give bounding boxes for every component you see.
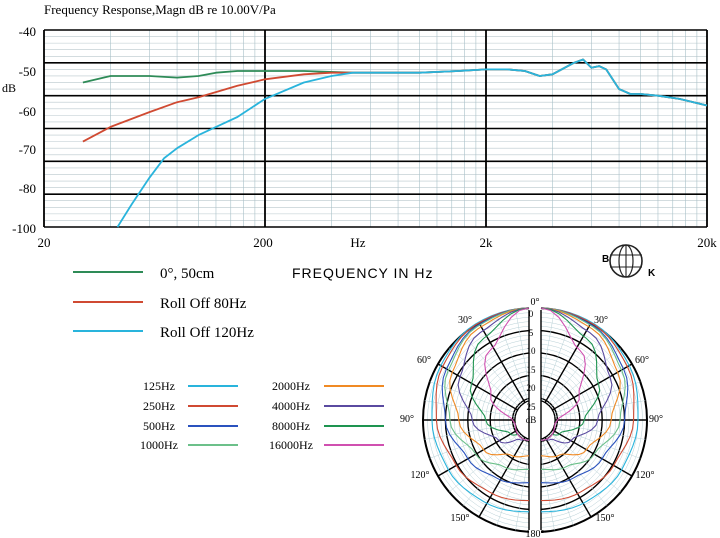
polar-pattern-line: [540, 307, 586, 441]
polar-angle-labels: 0° 30° 60° 90° 120° 150° 180° 30° 60° 90…: [400, 297, 663, 538]
y-tick-label: -80: [19, 181, 36, 196]
polar-legend-label: 500Hz: [143, 419, 175, 433]
x-axis-label: FREQUENCY IN Hz: [292, 265, 434, 281]
polar-unit-label: dB: [526, 415, 537, 425]
y-tick-label: -70: [19, 142, 36, 157]
series-line: [116, 58, 708, 228]
polar-radial-label: 15: [527, 365, 537, 375]
polar-spoke-minor: [429, 426, 517, 459]
polar-spoke-minor: [550, 347, 621, 408]
polar-legend-label: 16000Hz: [269, 438, 313, 452]
polar-spoke-minor: [429, 381, 517, 414]
polar-pattern-line: [435, 307, 530, 502]
polar-pattern-line: [540, 307, 635, 502]
polar-spoke-major: [437, 429, 518, 477]
polar-legend-label: 2000Hz: [272, 379, 310, 393]
polar-radial-label: 10: [527, 346, 537, 356]
polar-legend-label: 250Hz: [143, 399, 175, 413]
polar-radial-label: 25: [527, 402, 537, 412]
frequency-legend: 0°, 50cm Roll Off 80Hz Roll Off 120Hz: [73, 266, 254, 341]
polar-spoke-minor: [547, 334, 608, 405]
polar-legend-label: 1000Hz: [140, 438, 178, 452]
polar-angle-label: 120°: [636, 470, 655, 481]
y-tick-label: -40: [19, 24, 36, 39]
polar-radial-label: 20: [527, 383, 537, 393]
polar-spoke-major: [552, 363, 633, 411]
polar-spoke-major: [437, 363, 518, 411]
logo-letter-right: K: [648, 268, 656, 279]
polar-spoke-minor: [496, 314, 529, 402]
polar-pattern-line: [540, 307, 626, 471]
polar-legend-label: 8000Hz: [272, 419, 310, 433]
polar-angle-label: 60°: [635, 355, 649, 366]
polar-spoke-minor: [553, 381, 641, 414]
polar-spoke-minor: [462, 334, 523, 405]
polar-pattern-line: [457, 307, 530, 444]
polar-pattern-chart: 0 5 10 15 20 25 dB 0° 30° 60° 90° 120° 1…: [400, 297, 663, 538]
polar-pattern-line: [484, 307, 530, 441]
x-tick-label: 2k: [480, 235, 494, 250]
y-tick-label: -50: [19, 64, 36, 79]
x-tick-label: Hz: [350, 235, 365, 250]
legend-label: Roll Off 80Hz: [160, 296, 247, 312]
y-tick-labels: -40 -50 -60 -70 -80 -100: [12, 24, 36, 236]
x-tick-labels: 20 200 Hz 2k 20k: [38, 235, 718, 250]
polar-center-gap: [529, 306, 541, 534]
brand-logo: B K: [602, 244, 656, 279]
polar-legend: 125Hz 250Hz 500Hz 1000Hz 2000Hz 4000Hz 8…: [140, 379, 384, 452]
polar-spoke-minor: [449, 347, 520, 408]
polar-pattern-line: [444, 307, 530, 471]
polar-angle-label: 120°: [411, 470, 430, 481]
polar-angle-label: 60°: [417, 355, 431, 366]
polar-grid: [422, 306, 648, 534]
y-axis-label: dB: [2, 81, 16, 95]
legend-label: 0°, 50cm: [160, 266, 215, 282]
polar-pattern-line: [431, 307, 530, 513]
x-tick-label: 200: [253, 235, 273, 250]
polar-radial-labels: 0 5 10 15 20 25 dB: [526, 309, 537, 425]
polar-spoke-minor: [541, 314, 574, 402]
polar-radial-label: 0: [529, 309, 534, 319]
polar-angle-label: 0°: [531, 297, 540, 308]
polar-spoke-minor: [553, 426, 641, 459]
frequency-grid: [43, 29, 708, 228]
logo-letter-left: B: [602, 254, 609, 265]
polar-legend-label: 125Hz: [143, 379, 175, 393]
polar-angle-label: 150°: [451, 513, 470, 524]
polar-pattern-line: [441, 307, 530, 484]
polar-spoke-minor: [496, 438, 529, 526]
polar-spoke-minor: [424, 400, 516, 417]
polar-legend-label: 4000Hz: [272, 399, 310, 413]
x-tick-label: 20k: [697, 235, 717, 250]
polar-angle-label: 30°: [594, 315, 608, 326]
polar-angle-label: 90°: [649, 414, 663, 425]
polar-spoke-major: [552, 429, 633, 477]
polar-angle-label: 180°: [526, 529, 545, 538]
polar-pattern-line: [540, 307, 621, 458]
polar-curves: [431, 307, 639, 513]
polar-angle-label: 30°: [458, 315, 472, 326]
y-tick-label: -60: [19, 104, 36, 119]
chart-title: Frequency Response,Magn dB re 10.00V/Pa: [44, 2, 276, 17]
legend-label: Roll Off 120Hz: [160, 325, 254, 341]
frequency-curves: [82, 58, 708, 228]
polar-angle-label: 90°: [400, 414, 414, 425]
y-tick-label: -100: [12, 221, 36, 236]
polar-spoke-minor: [541, 438, 574, 526]
polar-pattern-line: [540, 307, 639, 513]
polar-pattern-line: [540, 307, 613, 444]
polar-pattern-line: [449, 307, 530, 458]
polar-pattern-line: [540, 307, 629, 484]
polar-spoke-minor: [554, 400, 646, 417]
polar-angle-label: 150°: [596, 513, 615, 524]
x-tick-label: 20: [38, 235, 51, 250]
polar-radial-label: 5: [529, 328, 534, 338]
